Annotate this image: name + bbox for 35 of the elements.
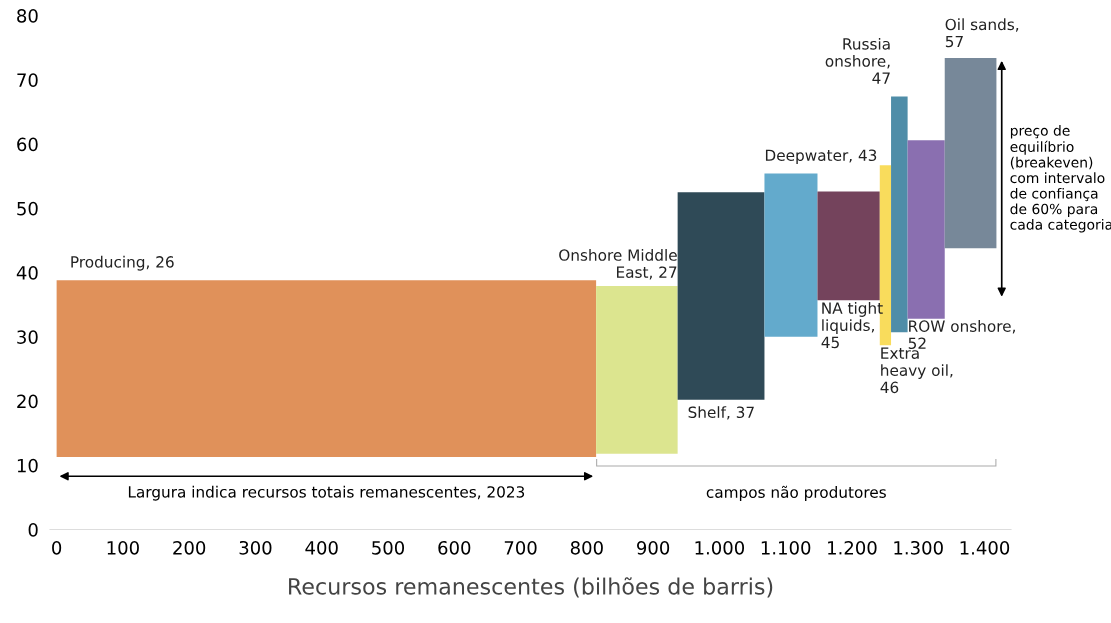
x-tick-label: 1.200 [828,540,877,555]
annotation: preço de equilíbrio (breakeven) com intervalo de confiança de 60% para cada categoria [1010,125,1111,233]
annotation: campos não produtores [706,485,886,501]
x-tick-label: 1.100 [761,540,811,555]
x-tick-label: 1.300 [894,540,943,555]
y-tick-label: 80 [17,9,38,23]
x-tick-label: 200 [173,540,206,555]
y-tick-label: 60 [17,137,38,152]
y-tick-label: 50 [17,201,38,216]
x-tick-label: 900 [637,540,670,555]
y-tick-label: 20 [17,394,38,409]
annotation: Deepwater, 43 [765,149,877,164]
x-tick-label: 700 [504,540,537,555]
x-tick-label: 400 [305,540,338,555]
x-tick-label: 800 [570,540,603,555]
y-tick-label: 10 [17,458,38,473]
annotation: ROW onshore, 52 [908,320,1015,350]
x-tick-label: 500 [372,540,405,555]
x-tick-label: 300 [239,540,272,555]
annotation: Russia onshore, 47 [825,37,890,84]
annotation: Producing, 26 [71,255,174,271]
y-tick-label: 40 [16,266,38,280]
annotation: Shelf, 37 [688,406,754,420]
x-tick-label: 1.400 [960,540,1010,555]
x-tick-label: 100 [107,540,139,555]
y-tick-label: 70 [17,73,38,87]
x-tick-label: 0 [52,540,62,555]
x-tick-label: 1.000 [695,540,745,555]
x-tick-label: 600 [438,540,471,555]
x-axis-title: Recursos remanescentes (bilhões de barris) [289,577,773,598]
annotation: Largura indica recursos totais remanescentes, 2023 [128,485,525,501]
y-tick-label: 30 [17,330,38,344]
annotation: Oil sands, 57 [945,18,1019,48]
y-tick-label: 0 [28,523,38,537]
annotation: Onshore Middle East, 27 [559,249,677,280]
